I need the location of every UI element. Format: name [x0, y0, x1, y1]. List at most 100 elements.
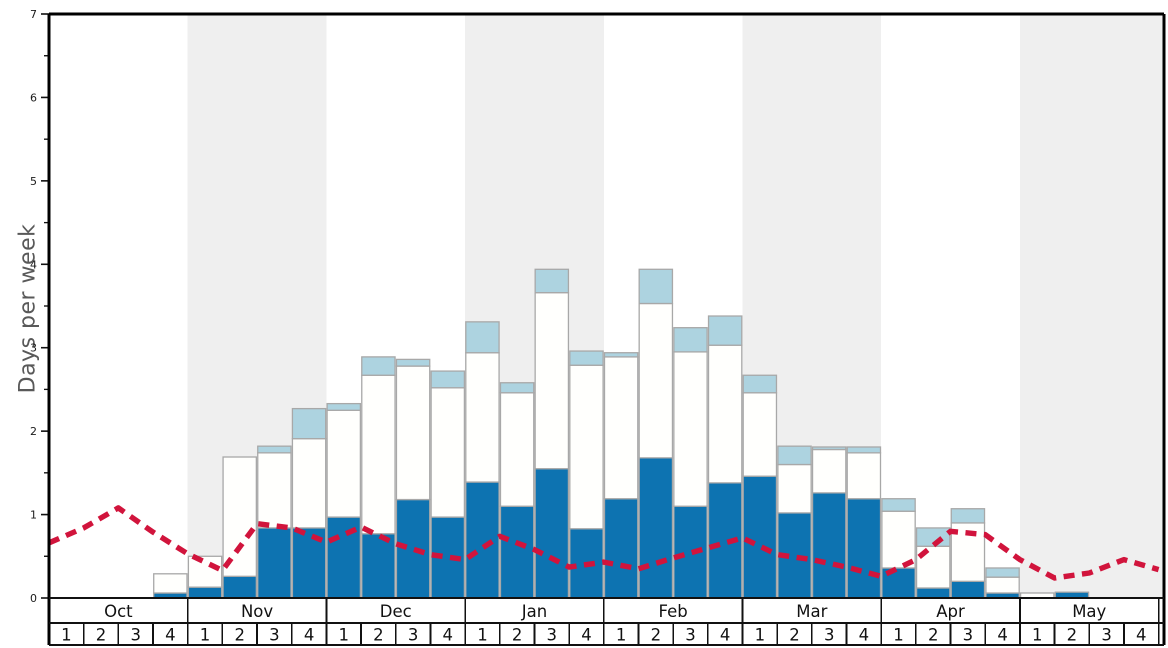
- week-number-label: 2: [96, 626, 107, 645]
- bar-segment: [1054, 591, 1090, 599]
- bar-segment: [603, 352, 639, 358]
- bar-segment: [811, 446, 847, 451]
- month-label: Oct: [104, 602, 133, 621]
- bar-segment: [777, 445, 812, 466]
- month-label: May: [1072, 602, 1106, 621]
- bar-segment: [291, 438, 327, 529]
- y-tick-label: 0: [30, 592, 37, 605]
- bar-segment: [811, 492, 847, 599]
- y-tick-label: 1: [30, 509, 37, 522]
- bar-segment: [638, 268, 674, 305]
- week-number-label: 4: [581, 626, 592, 645]
- week-number-label: 2: [373, 626, 384, 645]
- bar-segment: [638, 457, 674, 599]
- bar-segment: [673, 351, 708, 507]
- bar-segment: [742, 475, 778, 599]
- week-number-label: 3: [130, 626, 141, 645]
- week-number-label: 4: [859, 626, 870, 645]
- week-number-label: 2: [1067, 626, 1078, 645]
- bar-segment: [985, 567, 1020, 578]
- week-number-label: 1: [616, 626, 627, 645]
- week-number-label: 1: [200, 626, 211, 645]
- week-number-label: 3: [685, 626, 696, 645]
- y-tick-label: 5: [30, 175, 37, 188]
- bar-segment: [742, 374, 778, 394]
- bar-segment: [742, 392, 778, 477]
- week-number-label: 3: [824, 626, 835, 645]
- bar-segment: [673, 327, 708, 353]
- bar-segment: [534, 268, 570, 294]
- month-label: Apr: [936, 602, 965, 621]
- trend-line: [47, 505, 1160, 581]
- bar-segment: [361, 356, 396, 376]
- bar-segment: [222, 575, 257, 599]
- week-number-label: 1: [1032, 626, 1043, 645]
- week-number-label: 1: [61, 626, 72, 645]
- bar-segment: [187, 586, 223, 599]
- bar-segment: [361, 533, 396, 599]
- bar-segment: [222, 456, 257, 577]
- bar-segment: [881, 498, 916, 512]
- bar-segment: [499, 505, 535, 599]
- month-bands: [187, 14, 1164, 598]
- week-number-label: 2: [234, 626, 245, 645]
- month-label: Nov: [241, 602, 273, 621]
- bar-segment: [534, 468, 570, 599]
- bar-segment: [846, 498, 882, 599]
- bar-segment: [950, 508, 986, 524]
- bar-segment: [499, 392, 535, 507]
- bar-segment: [430, 370, 466, 389]
- week-number-label: 3: [269, 626, 280, 645]
- bar-segment: [395, 358, 431, 367]
- bar-segment: [465, 481, 500, 599]
- week-number-label: 1: [755, 626, 766, 645]
- bar-segment: [846, 446, 882, 454]
- month-label: Feb: [659, 602, 688, 621]
- bar-segment: [291, 407, 327, 440]
- week-number-label: 1: [338, 626, 349, 645]
- bar-segment: [465, 352, 500, 483]
- plot-border: [47, 12, 1166, 645]
- bar-segment: [361, 374, 396, 535]
- month-band-may: [1019, 14, 1164, 598]
- bar-segment: [985, 576, 1020, 594]
- y-tick-label: 7: [30, 8, 37, 21]
- y-tick-label: 4: [30, 258, 37, 271]
- month-label: Dec: [380, 602, 412, 621]
- bar-segment: [603, 356, 639, 500]
- bar-segment: [430, 387, 466, 518]
- week-number-label: 4: [997, 626, 1008, 645]
- y-axis: 0 1 2 3 4 5 6 7: [30, 8, 49, 605]
- y-tick-label: 6: [30, 91, 37, 104]
- week-number-label: 1: [477, 626, 488, 645]
- bar-segment: [915, 587, 951, 599]
- bar-segment: [950, 580, 986, 599]
- bar-segment: [569, 350, 604, 366]
- bar-segment: [777, 463, 812, 514]
- week-number-label: 2: [651, 626, 662, 645]
- week-number-label: 4: [165, 626, 176, 645]
- month-label: Jan: [521, 602, 547, 621]
- bar-segment: [187, 555, 223, 588]
- week-number-label: 2: [928, 626, 939, 645]
- x-axis-table: Oct Nov Dec Jan Feb Mar Apr May 1 2 3 4 1 2 3 4 1 2 3 4 1 2 3 4…: [49, 597, 1164, 646]
- week-number-label: 1: [893, 626, 904, 645]
- bar-segment: [881, 510, 916, 569]
- bar-segment: [569, 364, 604, 530]
- bar-segment: [326, 409, 362, 518]
- week-number-label: 3: [1101, 626, 1112, 645]
- bar-segment: [846, 452, 882, 500]
- bar-segment: [465, 321, 500, 354]
- month-label: Mar: [796, 602, 827, 621]
- bar-segment: [153, 573, 188, 594]
- y-tick-label: 3: [30, 342, 37, 355]
- bar-segment: [257, 452, 292, 529]
- bar-segment: [811, 448, 847, 494]
- week-number-label: 4: [443, 626, 454, 645]
- bar-segment: [534, 292, 570, 470]
- bar-segment: [638, 302, 674, 459]
- bar-segment: [707, 344, 743, 484]
- bar-segment: [603, 498, 639, 599]
